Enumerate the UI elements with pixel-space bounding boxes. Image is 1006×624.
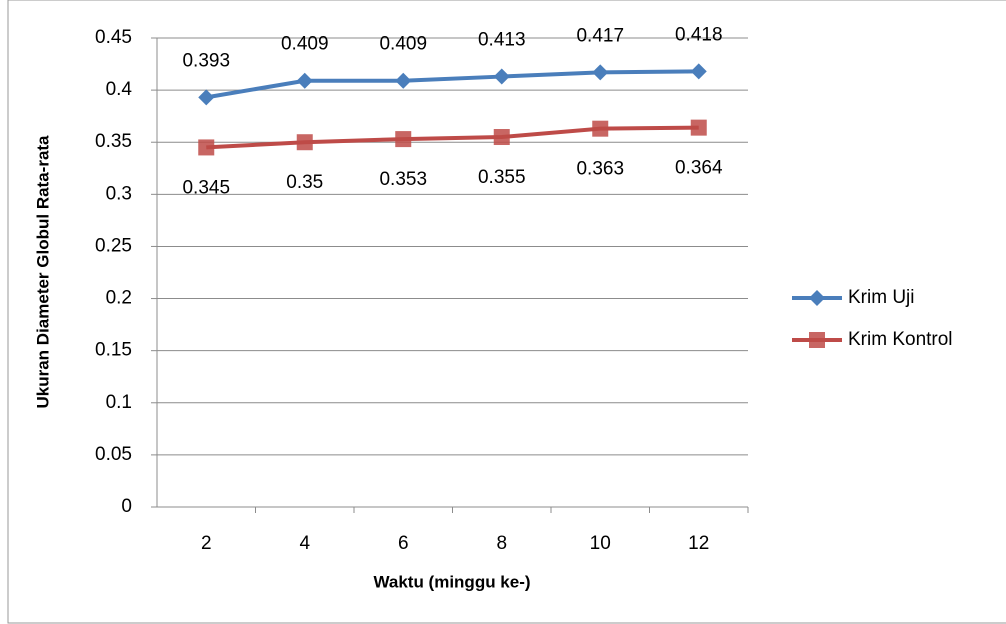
data-point: [395, 73, 411, 89]
y-tick-label: 0.3: [106, 183, 132, 204]
page: Ukuran Diameter Globul Rata-rata Waktu (…: [0, 0, 1006, 624]
legend-label: Krim Kontrol: [848, 329, 953, 350]
y-tick-label: 0.45: [95, 27, 132, 48]
data-point: [198, 89, 214, 105]
data-label: 0.409: [281, 34, 329, 55]
data-point: [395, 131, 411, 147]
data-label: 0.364: [675, 158, 723, 179]
data-label: 0.355: [478, 167, 526, 188]
y-tick-label: 0.35: [95, 131, 132, 152]
data-point: [494, 69, 510, 85]
data-point: [691, 63, 707, 79]
legend-marker: [809, 332, 825, 348]
x-tick-label: 10: [590, 533, 611, 554]
y-tick-label: 0.2: [106, 288, 132, 309]
x-axis-title: Waktu (minggu ke-): [373, 572, 530, 591]
data-point: [297, 73, 313, 89]
data-label: 0.413: [478, 30, 526, 51]
legend-marker: [809, 290, 825, 306]
data-label: 0.409: [379, 34, 427, 55]
data-label: 0.393: [182, 50, 230, 71]
x-tick-label: 4: [299, 533, 310, 554]
chart-frame: [8, 0, 1006, 623]
series-line: [206, 128, 699, 148]
data-point: [592, 64, 608, 80]
y-tick-label: 0.05: [95, 444, 132, 465]
y-tick-label: 0.15: [95, 340, 132, 361]
data-point: [198, 139, 214, 155]
data-point: [691, 120, 707, 136]
x-tick-label: 8: [496, 533, 507, 554]
x-tick-label: 12: [688, 533, 709, 554]
data-label: 0.363: [576, 159, 624, 180]
data-label: 0.353: [379, 169, 427, 190]
data-label: 0.418: [675, 24, 723, 45]
y-axis-title: Ukuran Diameter Globul Rata-rata: [33, 135, 52, 409]
data-point: [494, 129, 510, 145]
x-tick-label: 2: [201, 533, 212, 554]
series-line: [206, 71, 699, 97]
y-tick-label: 0.25: [95, 235, 132, 256]
y-tick-label: 0: [121, 496, 132, 517]
data-point: [592, 121, 608, 137]
y-tick-label: 0.1: [106, 392, 132, 413]
data-label: 0.35: [286, 172, 323, 193]
data-label: 0.417: [576, 25, 624, 46]
y-tick-label: 0.4: [106, 79, 133, 100]
chart: Ukuran Diameter Globul Rata-rata Waktu (…: [0, 0, 1006, 624]
data-label: 0.345: [182, 177, 230, 198]
x-tick-label: 6: [398, 533, 409, 554]
legend-label: Krim Uji: [848, 287, 915, 308]
data-point: [297, 134, 313, 150]
